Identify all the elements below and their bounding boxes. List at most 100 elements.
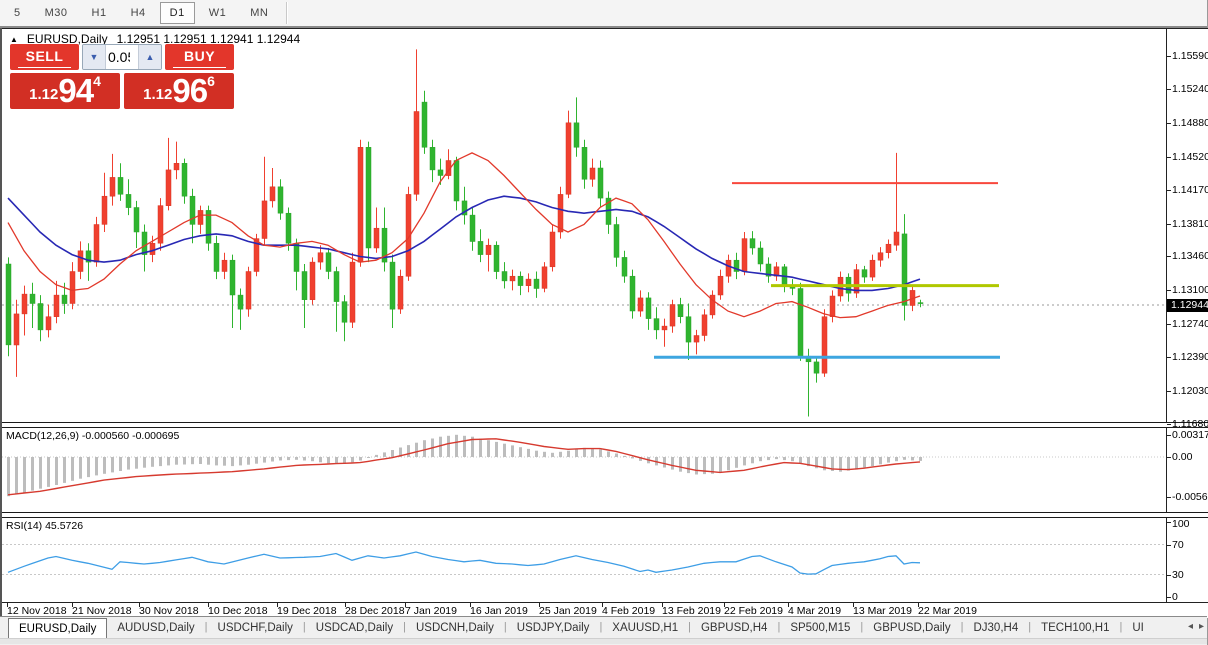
date-tick-mark xyxy=(662,603,663,607)
price-tick-label: 1.13810 xyxy=(1172,217,1208,230)
timeframe-button-mn[interactable]: MN xyxy=(250,7,269,19)
macd-tick-label: -0.00566 xyxy=(1172,490,1208,503)
price-tick-mark xyxy=(1167,357,1171,359)
sell-price-prefix: 1.12 xyxy=(29,86,59,103)
price-axis[interactable]: 1.12944 1.15590 1.15240 1.14880 1.14520 1.14… xyxy=(1166,29,1208,430)
chart-tab-gbpusd-daily[interactable]: GBPUSD,Daily xyxy=(873,622,951,634)
chart-tab-usdcad-daily[interactable]: USDCAD,Daily xyxy=(315,622,394,634)
volume-decrease-button[interactable]: ▼ xyxy=(83,45,106,69)
rsi-tick-label: 70 xyxy=(1172,538,1184,551)
tab-separator: | xyxy=(1028,621,1032,633)
rsi-tick-label: 30 xyxy=(1172,568,1184,581)
macd-pane[interactable]: MACD(12,26,9) -0.000560 -0.000695 0.0031… xyxy=(2,428,1208,512)
date-axis[interactable]: 12 Nov 2018 21 Nov 2018 30 Nov 2018 10 Dec … xyxy=(2,602,1208,618)
macd-tick-mark xyxy=(1167,434,1171,436)
tab-scroll-controls: ◂ ▸ xyxy=(1188,621,1204,632)
volume-increase-button[interactable]: ▲ xyxy=(138,45,161,69)
date-tick-label: 19 Dec 2018 xyxy=(277,605,337,617)
price-tick-label: 1.13460 xyxy=(1172,250,1208,263)
timeframe-button-h1[interactable]: H1 xyxy=(91,7,107,19)
price-tick-label: 1.14170 xyxy=(1172,183,1208,196)
timeframe-toolbar: 5 M30 H1 H4 D1 W1 MN xyxy=(0,0,1207,28)
tab-separator: | xyxy=(403,621,406,633)
price-tick-mark xyxy=(1167,223,1171,225)
macd-axis: 0.003177 0.00 -0.00566 xyxy=(1166,428,1208,512)
tab-scroll-left-icon[interactable]: ◂ xyxy=(1187,621,1193,632)
current-price-badge: 1.12944 xyxy=(1167,299,1208,313)
date-tick-label: 7 Jan 2019 xyxy=(405,605,457,617)
timeframe-button-d1[interactable]: D1 xyxy=(159,2,195,24)
date-tick-label: 4 Feb 2019 xyxy=(602,605,656,617)
chart-tab-usdjpy-daily[interactable]: USDJPY,Daily xyxy=(516,622,590,634)
price-tick-label: 1.15240 xyxy=(1172,82,1208,95)
timeframe-button-h4[interactable]: H4 xyxy=(130,7,146,19)
tab-scroll-right-icon[interactable]: ▸ xyxy=(1198,621,1204,632)
price-tick-mark xyxy=(1167,56,1171,57)
date-tick-mark xyxy=(345,603,346,607)
date-tick-label: 16 Jan 2019 xyxy=(470,605,528,617)
chart-tab-xauusd-h1[interactable]: XAUUSD,H1 xyxy=(612,622,679,634)
rsi-tick-mark xyxy=(1167,574,1171,576)
sell-price-main: 94 xyxy=(58,72,94,109)
rsi-tick-mark xyxy=(1167,597,1171,598)
chart-tab-audusd-daily[interactable]: AUDUSD,Daily xyxy=(117,622,195,634)
price-tick-label: 1.14520 xyxy=(1172,150,1208,163)
pane-splitter[interactable] xyxy=(2,422,1208,428)
price-tick-mark xyxy=(1167,189,1171,191)
date-tick-label: 22 Feb 2019 xyxy=(724,605,783,617)
macd-tick-label: 0.00 xyxy=(1172,451,1193,463)
date-tick-mark xyxy=(405,603,406,607)
chart-title: ▲ EURUSD,Daily 1.12951 1.12951 1.12941 1… xyxy=(10,32,300,46)
timeframe-button-5[interactable]: 5 xyxy=(14,7,21,19)
chart-tab-usdcnh-daily[interactable]: USDCNH,Daily xyxy=(415,622,494,634)
chart-symbol-label: EURUSD,Daily xyxy=(26,32,108,46)
price-tick-mark xyxy=(1167,256,1171,258)
price-tick-label: 1.14880 xyxy=(1172,116,1208,129)
price-chart-pane[interactable]: ▲ EURUSD,Daily 1.12951 1.12951 1.12941 1… xyxy=(2,28,1208,430)
price-tick-label: 1.12390 xyxy=(1172,351,1208,364)
sell-price-display[interactable]: 1.12 94 4 xyxy=(10,73,120,109)
toolbar-separator xyxy=(286,2,289,24)
date-tick-label: 4 Mar 2019 xyxy=(788,605,842,617)
price-tick-mark xyxy=(1167,290,1171,292)
buy-price-display[interactable]: 1.12 96 6 xyxy=(124,73,234,109)
price-tick-mark xyxy=(1167,391,1171,393)
volume-input[interactable] xyxy=(106,45,138,69)
rsi-tick-mark xyxy=(1167,522,1171,523)
pane-splitter[interactable] xyxy=(2,512,1208,518)
price-chart-canvas[interactable] xyxy=(2,29,1168,422)
date-tick-label: 21 Nov 2018 xyxy=(72,605,132,617)
chart-tab-ui[interactable]: UI xyxy=(1132,622,1144,634)
chart-tab-usdchf-daily[interactable]: USDCHF,Daily xyxy=(217,622,293,634)
date-tick-mark xyxy=(470,603,471,607)
macd-tick-mark xyxy=(1167,457,1171,458)
timeframe-button-m30[interactable]: M30 xyxy=(44,7,68,19)
rsi-pane[interactable]: RSI(14) 45.5726 100 70 30 0 xyxy=(2,518,1208,603)
price-tick-mark xyxy=(1167,88,1171,90)
timeframe-button-w1[interactable]: W1 xyxy=(208,7,227,19)
buy-button[interactable]: BUY xyxy=(165,44,234,70)
chart-window: ▲ EURUSD,Daily 1.12951 1.12951 1.12941 1… xyxy=(0,28,1208,618)
tab-separator: | xyxy=(302,621,306,633)
macd-tick-label: 0.003177 xyxy=(1172,428,1208,441)
date-tick-label: 13 Feb 2019 xyxy=(662,605,721,617)
sell-button[interactable]: SELL xyxy=(10,44,79,70)
tab-separator: | xyxy=(503,621,507,633)
volume-stepper: ▼ ▲ xyxy=(82,44,162,70)
chart-tab-tech100-h1[interactable]: TECH100,H1 xyxy=(1041,622,1110,634)
date-tick-mark xyxy=(7,603,8,607)
chart-tab-gbpusd-h4[interactable]: GBPUSD,H4 xyxy=(700,622,768,634)
sell-price-pip: 4 xyxy=(93,73,101,89)
date-tick-label: 25 Jan 2019 xyxy=(539,605,597,617)
chart-ohlc-values: 1.12951 1.12951 1.12941 1.12944 xyxy=(116,32,301,46)
date-tick-mark xyxy=(72,603,73,607)
date-tick-mark xyxy=(139,603,140,607)
price-tick-label: 1.12030 xyxy=(1172,385,1208,398)
chart-tabbar: EURUSD,Daily AUDUSD,Daily | USDCHF,Daily | US… xyxy=(0,616,1207,644)
buy-price-pip: 6 xyxy=(207,73,215,89)
chart-tab-dj30-h4[interactable]: DJ30,H4 xyxy=(973,622,1019,634)
macd-label: MACD(12,26,9) -0.000560 -0.000695 xyxy=(6,430,180,442)
chart-tab-sp500-m15[interactable]: SP500,M15 xyxy=(790,622,851,634)
tab-separator: | xyxy=(960,621,964,633)
collapse-triangle-icon[interactable]: ▲ xyxy=(10,34,18,44)
